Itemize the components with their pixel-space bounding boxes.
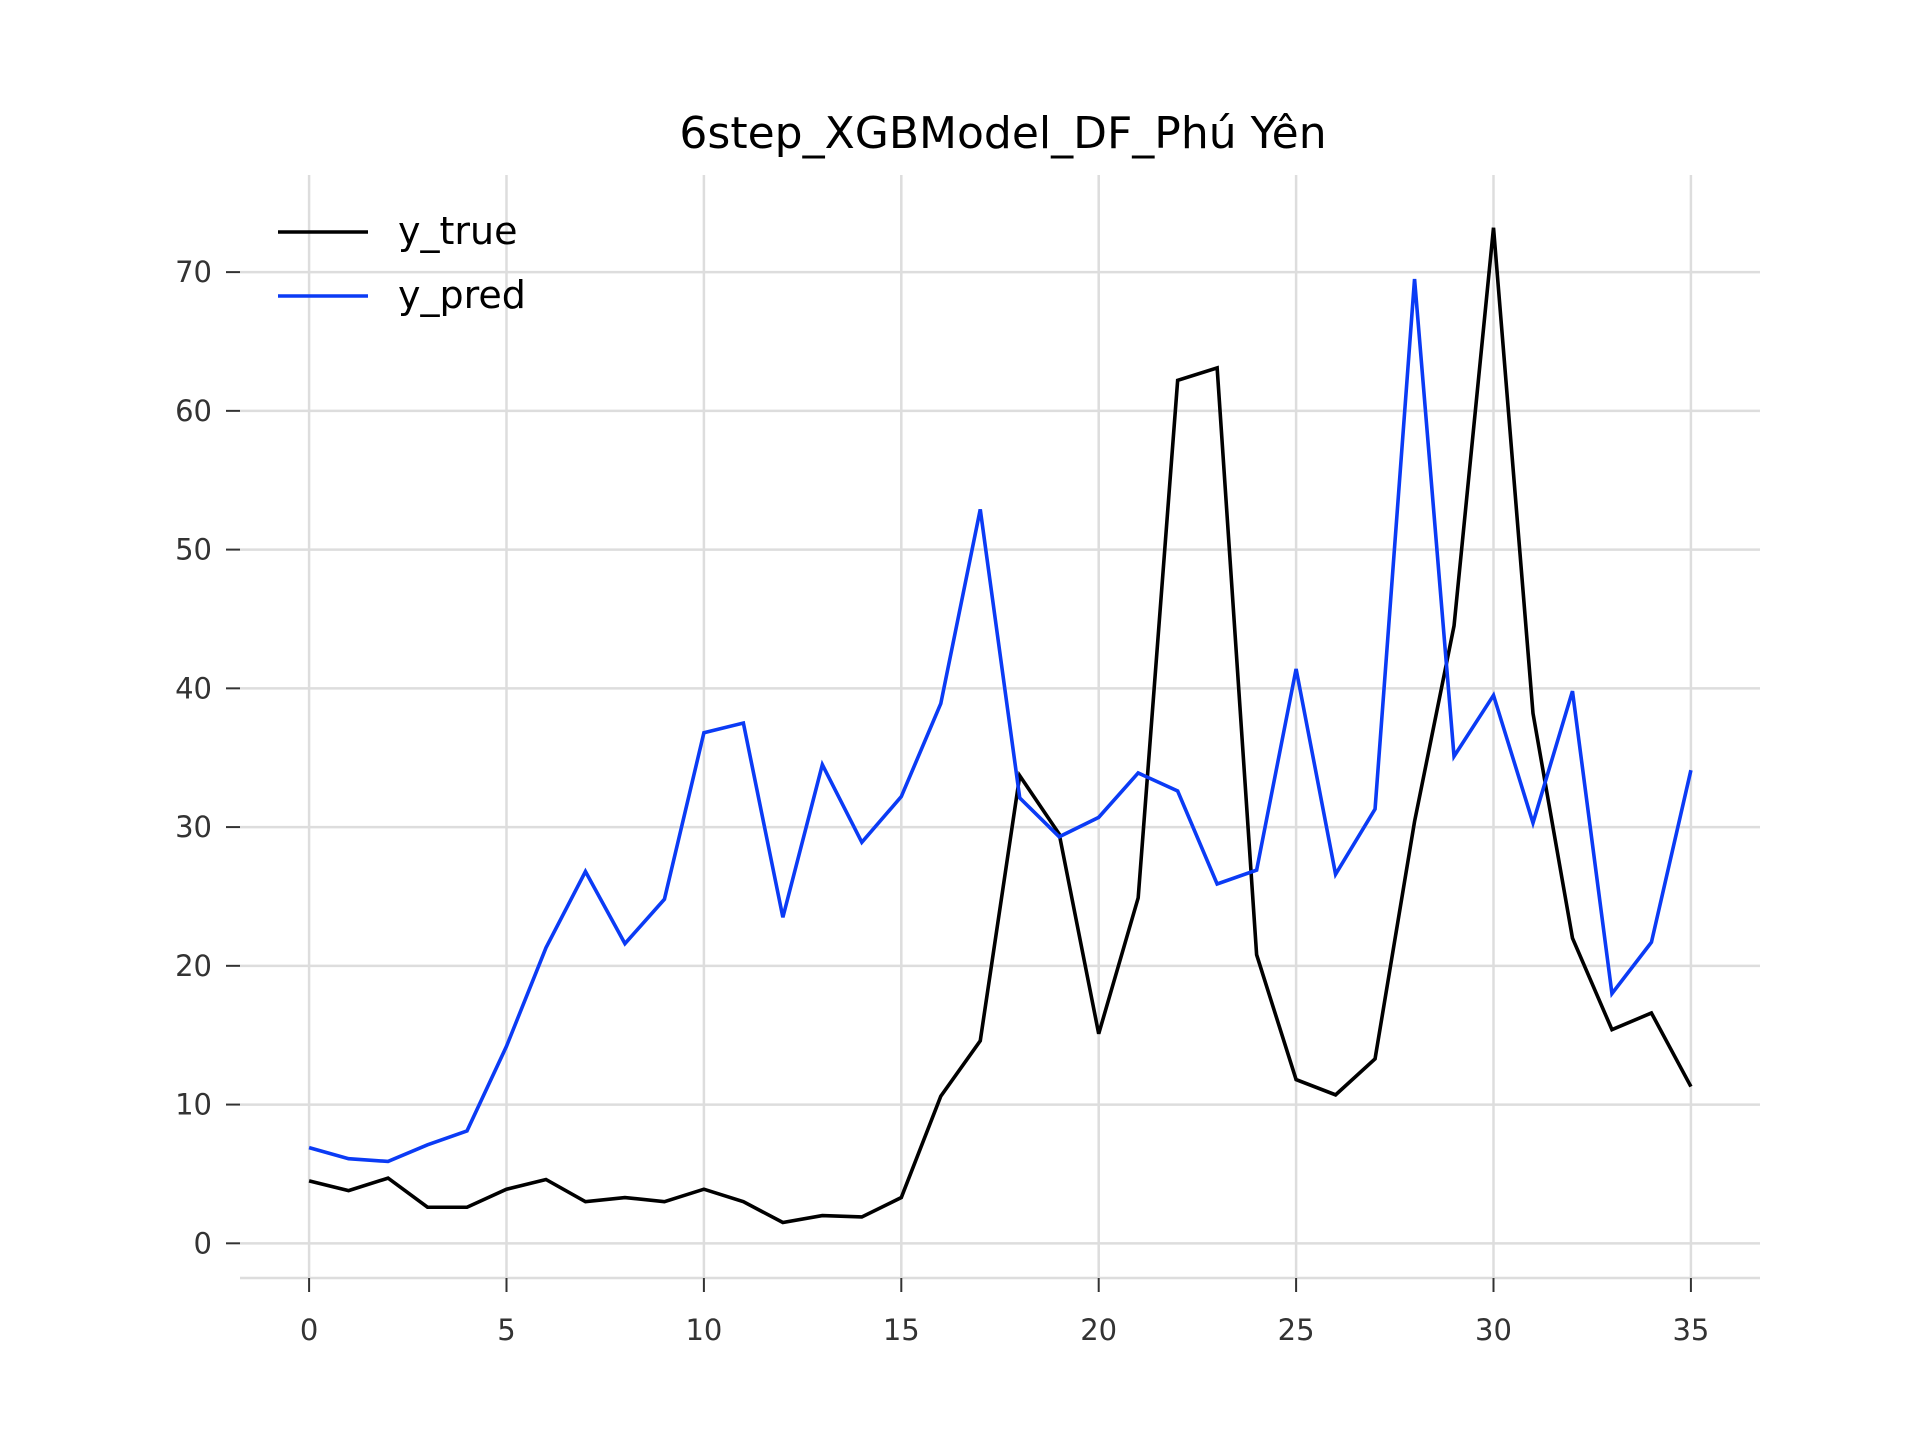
x-tick-label: 20 [1080,1313,1117,1347]
x-tick-label: 30 [1475,1313,1512,1347]
series [308,227,1693,1225]
x-tick-label: 0 [300,1313,318,1347]
chart-title: 6step_XGBModel_DF_Phú Yên [679,108,1326,159]
y-tick-label: 20 [175,949,212,983]
legend-label: y_pred [398,273,526,317]
x-tick-label: 10 [685,1313,722,1347]
y-tick-label: 40 [175,671,212,705]
series-line-y-pred [308,278,1693,1164]
series-line-y-true [308,227,1693,1225]
y-tick-label: 60 [175,394,212,428]
grid [240,175,1760,1278]
axis-ticks: 0 10 20 30 40 50 60 70 0 5 10 15 20 25 30 35 [175,255,1709,1347]
legend: y_true y_pred [278,209,526,317]
legend-label: y_true [398,209,517,253]
y-tick-label: 0 [194,1226,212,1260]
y-tick-label: 30 [175,810,212,844]
x-tick-label: 25 [1278,1313,1315,1347]
x-tick-label: 15 [883,1313,920,1347]
y-tick-label: 50 [175,533,212,567]
y-tick-label: 10 [175,1088,212,1122]
x-tick-label: 5 [497,1313,515,1347]
x-tick-label: 35 [1672,1313,1709,1347]
y-tick-label: 70 [175,255,212,289]
